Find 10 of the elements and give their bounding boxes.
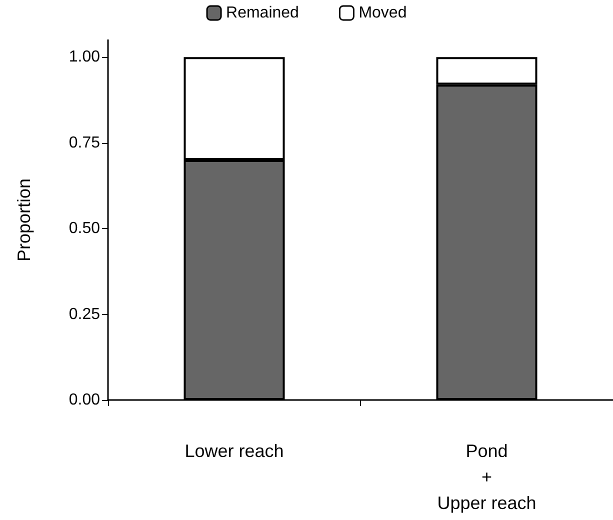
- y-tick-label: 0.25: [68, 306, 100, 323]
- x-tick-label: Pond + Upper reach: [437, 441, 536, 513]
- y-tick-label: 0.75: [68, 134, 100, 152]
- legend-label: Remained: [226, 4, 299, 22]
- x-tick-label: Lower reach: [184, 441, 284, 461]
- y-tick-label: 0.50: [68, 220, 100, 238]
- y-tick-label: 0.00: [68, 392, 100, 408]
- y-tick-label: 1.00: [68, 48, 100, 66]
- legend-label: Moved: [358, 4, 407, 22]
- y-axis-title: Proportion: [14, 178, 34, 262]
